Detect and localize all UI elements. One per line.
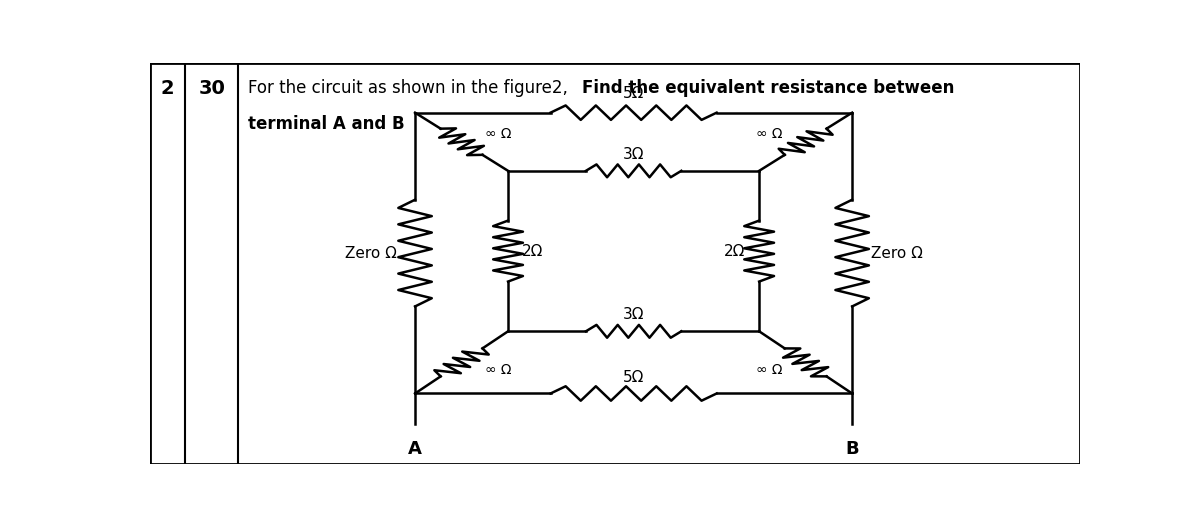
Text: 2Ω: 2Ω — [522, 244, 544, 258]
Text: 5Ω: 5Ω — [623, 86, 644, 102]
Text: ∞ Ω: ∞ Ω — [485, 364, 511, 377]
Text: 3Ω: 3Ω — [623, 147, 644, 162]
Text: 30: 30 — [198, 79, 226, 97]
Text: 2Ω: 2Ω — [724, 244, 745, 258]
Text: ∞ Ω: ∞ Ω — [756, 127, 782, 141]
Text: 2: 2 — [161, 79, 174, 97]
Text: ∞ Ω: ∞ Ω — [485, 127, 511, 141]
Text: Zero Ω: Zero Ω — [344, 245, 396, 260]
Text: For the circuit as shown in the figure2,: For the circuit as shown in the figure2, — [247, 79, 572, 96]
Text: terminal A and B: terminal A and B — [247, 115, 404, 133]
Text: A: A — [408, 440, 422, 457]
Text: Zero Ω: Zero Ω — [871, 245, 923, 260]
Text: 3Ω: 3Ω — [623, 307, 644, 322]
Text: B: B — [845, 440, 859, 457]
Text: 5Ω: 5Ω — [623, 370, 644, 384]
Text: ∞ Ω: ∞ Ω — [756, 364, 782, 377]
Text: Find the equivalent resistance between: Find the equivalent resistance between — [582, 79, 955, 96]
